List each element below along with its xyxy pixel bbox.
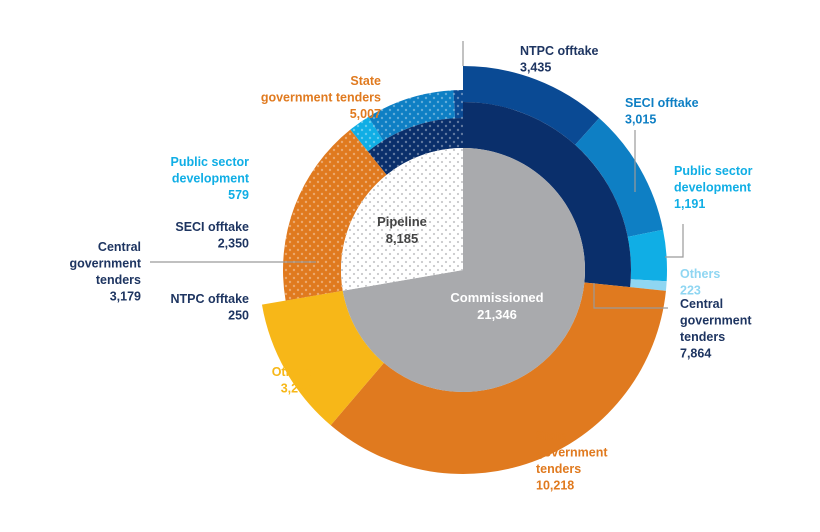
label-p_state-line: government tenders: [261, 91, 381, 105]
segment-c_others: [261, 290, 384, 426]
label-c_seci-line: SECI offtake: [625, 96, 699, 110]
segment-p_seci-texture: [368, 90, 455, 141]
label-c_public: Public sector development 1,191: [674, 164, 753, 211]
chart-core: Pipeline 8,185 Commissioned 21,346: [340, 148, 585, 392]
label-c_others: Others 3,264: [272, 365, 312, 396]
label-c_ntpc-line: 3,435: [520, 61, 551, 75]
commissioned-core-label: Commissioned 21,346: [450, 290, 543, 322]
segment-c_central: [463, 102, 631, 288]
label-p_central: Central government tenders 3,179: [69, 240, 141, 304]
label-c_central-line: government: [680, 314, 752, 328]
label-c_ntpc-line: NTPC offtake: [520, 44, 599, 58]
data-labels: NTPC offtake 3,435 SECI offtake 3,015 Public…: [69, 44, 752, 493]
commissioned-core: [342, 148, 585, 392]
label-c_seci-line: 3,015: [625, 113, 656, 127]
label-p_ntpc: NTPC offtake 250: [171, 292, 250, 323]
pipeline-core-label-line: Pipeline: [377, 214, 427, 229]
label-p_seci-line: SECI offtake: [175, 220, 249, 234]
leader-lines: [150, 41, 684, 309]
chart-segments: [261, 66, 667, 474]
label-c_public-line: Public sector: [674, 164, 753, 178]
label-c_central-line: 7,864: [680, 347, 711, 361]
pipeline-core-label-line: 8,185: [386, 231, 419, 246]
label-p_central-line: 3,179: [110, 290, 141, 304]
label-p_central-line: tenders: [96, 273, 141, 287]
label-p_state: State government tenders 5,007: [261, 74, 381, 121]
segment-c_others_blue: [630, 279, 667, 291]
label-c_central: Central government tenders 7,864: [680, 297, 752, 361]
segment-p_central-texture: [367, 117, 463, 175]
label-p_state-line: 5,007: [350, 107, 381, 121]
label-p_central-line: Central: [98, 240, 141, 254]
label-p_central-line: government: [69, 257, 141, 271]
label-p_seci: SECI offtake 2,350: [175, 220, 249, 251]
label-c_seci: SECI offtake 3,015: [625, 96, 699, 127]
label-p_state-line: State: [350, 74, 381, 88]
segment-c_ntpc: [463, 66, 600, 145]
segment-p_public-texture: [350, 116, 384, 152]
label-c_state-line: 10,218: [536, 479, 574, 493]
label-c_public-line: development: [674, 181, 752, 195]
label-c_ntpc: NTPC offtake 3,435: [520, 44, 599, 75]
label-p_ntpc-line: NTPC offtake: [171, 292, 250, 306]
segment-c_seci: [575, 118, 663, 237]
label-p_public-line: 579: [228, 188, 249, 202]
label-p_public: Public sector development 579: [171, 155, 250, 202]
leader-c-public: [665, 224, 684, 258]
label-c_central-line: tenders: [680, 330, 725, 344]
label-c_public-line: 1,191: [674, 197, 705, 211]
label-p_ntpc-line: 250: [228, 309, 249, 323]
label-p_seci-line: 2,350: [218, 237, 249, 251]
label-p_public-line: Public sector: [171, 155, 250, 169]
label-p_public-line: development: [172, 172, 250, 186]
label-c_others-line: 3,264: [281, 382, 312, 396]
label-c_others_blue: Others 223: [680, 267, 720, 298]
label-c_central-line: Central: [680, 297, 723, 311]
label-c_others_blue-line: Others: [680, 267, 720, 281]
label-c_others_blue-line: 223: [680, 284, 701, 298]
commissioned-core-label-line: Commissioned: [450, 290, 543, 305]
segment-c_state: [330, 282, 666, 474]
pipeline-core-texture: [340, 148, 463, 291]
segment-p_state-texture: [282, 129, 387, 301]
segment-p_ntpc-texture: [453, 89, 463, 119]
label-c_others-line: Others: [272, 365, 312, 379]
segment-c_public: [627, 229, 667, 282]
label-c_state-line: State: [536, 429, 567, 443]
label-c_state-line: tenders: [536, 462, 581, 476]
pipeline-core-label: Pipeline 8,185: [377, 214, 427, 246]
leader-c-central: [593, 283, 668, 309]
commissioned-core-label-line: 21,346: [477, 307, 517, 322]
label-c_state-line: government: [536, 446, 608, 460]
label-c_state: State government tenders 10,218: [536, 429, 608, 493]
